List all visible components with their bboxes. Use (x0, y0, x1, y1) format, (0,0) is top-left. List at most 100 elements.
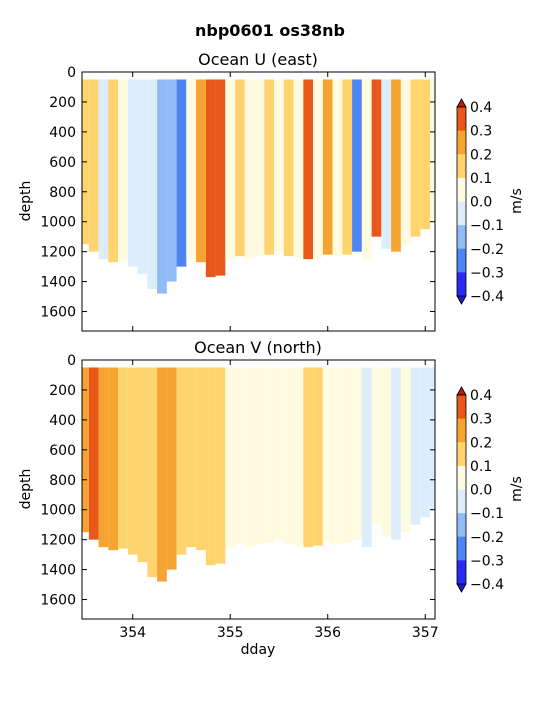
v-cell (254, 367, 265, 545)
v-cell (147, 367, 158, 578)
v-ytick-label: 800 (49, 473, 76, 489)
v-plot-frame (81, 359, 436, 620)
v-cell (410, 367, 421, 525)
u-y-ticks: 0 200 400 600 800 1000 1200 1400 1600 (40, 65, 435, 321)
v-cell (235, 367, 245, 545)
u-cell (274, 79, 284, 252)
u-cell (186, 79, 197, 260)
colorbar-u-tick-label: −0.3 (470, 265, 504, 281)
colorbar-v-swatch (457, 513, 466, 538)
v-cell (352, 367, 362, 540)
colorbar-v-tick-label: −0.2 (470, 530, 504, 546)
v-cell (430, 367, 435, 510)
u-ytick-label: 600 (49, 155, 76, 171)
colorbar-v-tick-label: 0.3 (470, 412, 492, 428)
v-cell (205, 367, 216, 566)
colorbar-u: 0.4 0.3 0.2 0.1 0.0 −0.1 −0.2 −0.3 −0.4 (456, 98, 504, 305)
u-cell (332, 79, 343, 257)
u-cell (264, 79, 275, 255)
u-cell (225, 79, 236, 260)
u-cell (352, 79, 362, 252)
v-cell (215, 367, 226, 564)
panel-v-ylabel: depth (18, 469, 34, 510)
u-cell (118, 79, 128, 261)
colorbar-v-label: m/s (509, 476, 525, 502)
v-cell (176, 367, 187, 555)
u-x-ticks (132, 72, 426, 331)
v-cell (137, 367, 148, 563)
x-tick-label: 355 (217, 625, 244, 641)
colorbar-v-swatch (457, 465, 466, 490)
v-cell (400, 367, 411, 533)
u-cell (147, 79, 158, 290)
v-cell (322, 367, 333, 543)
colorbar-u-tick-label: 0.0 (470, 195, 492, 211)
v-cell (244, 367, 255, 548)
colorbar-v-swatch (457, 395, 466, 419)
x-tick-label: 357 (412, 625, 439, 641)
u-cell (108, 79, 119, 263)
u-cell (293, 79, 304, 258)
u-cell (391, 79, 401, 252)
colorbar-v-swatch (457, 489, 466, 514)
u-cell (420, 79, 431, 230)
v-ytick-label: 600 (49, 443, 76, 459)
u-cell (215, 79, 226, 276)
u-ytick-label: 0 (67, 65, 76, 81)
colorbar-u-swatch (457, 154, 466, 179)
u-cell (322, 79, 333, 255)
colorbar-v-tick-label: 0.1 (470, 459, 492, 475)
panel-v-north: Ocean V (north) depth 0 200 400 600 800 1000 1… (18, 338, 439, 658)
v-heatmap-cells (82, 367, 435, 582)
u-cell (283, 79, 294, 257)
v-cell (264, 367, 275, 543)
figure-title: nbp0601 os38nb (195, 21, 345, 40)
colorbar-v-tick-label: −0.3 (470, 553, 504, 569)
v-cell (381, 367, 392, 537)
u-cell (137, 79, 148, 275)
u-cell (430, 79, 435, 222)
v-cell (371, 367, 382, 525)
u-cell (313, 79, 323, 258)
colorbar-v-tick-label: −0.4 (470, 577, 504, 593)
colorbar-u-tick-label: 0.1 (470, 171, 492, 187)
colorbar-u-label: m/s (509, 188, 525, 214)
v-cell (118, 367, 128, 549)
u-cell (381, 79, 392, 249)
u-cell (176, 79, 187, 267)
u-cell (244, 79, 255, 260)
colorbar-u-swatch (457, 248, 466, 273)
u-heatmap-cells (82, 79, 435, 294)
colorbar-v-tick-label: 0.2 (470, 435, 492, 451)
v-ytick-label: 0 (67, 353, 76, 369)
v-y-ticks: 0 200 400 600 800 1000 1200 1400 1600 (40, 353, 435, 609)
v-cell (108, 367, 119, 551)
v-cell (225, 367, 236, 548)
u-cell (157, 79, 167, 294)
u-cell (196, 79, 206, 263)
x-axis-label: dday (241, 642, 276, 658)
panel-v-title: Ocean V (north) (194, 338, 322, 357)
x-tick-label: 356 (314, 625, 341, 641)
v-cell (420, 367, 431, 518)
u-cell (127, 79, 138, 267)
u-cell (342, 79, 353, 255)
colorbar-u-tick-label: −0.4 (470, 289, 504, 305)
v-cell (166, 367, 177, 570)
colorbar-v-swatch (457, 560, 466, 585)
colorbar-u-swatch (457, 130, 466, 155)
colorbar-u-frame (456, 106, 467, 297)
v-cell (332, 367, 343, 545)
u-cell (254, 79, 265, 257)
u-cell (303, 79, 314, 260)
colorbar-u-tick-label: −0.1 (470, 218, 504, 234)
u-plot-frame (81, 71, 436, 332)
colorbar-v-over-extension (456, 386, 467, 396)
colorbar-v-under-extension (456, 583, 467, 593)
u-cell (205, 79, 216, 278)
v-cell (361, 367, 372, 548)
v-cell (196, 367, 206, 551)
v-ytick-label: 400 (49, 413, 76, 429)
colorbar-u-swatch (457, 272, 466, 297)
